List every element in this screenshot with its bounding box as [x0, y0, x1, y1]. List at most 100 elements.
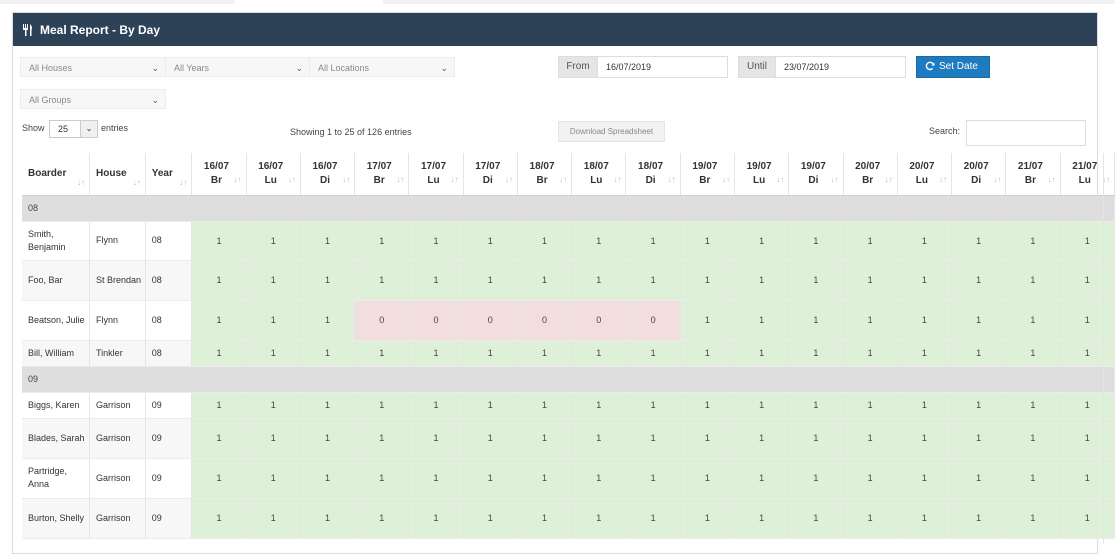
sort-icon: ↓↑ — [830, 174, 839, 184]
meal-cell: 1 — [354, 221, 410, 261]
column-date: 21/07 — [1072, 160, 1098, 172]
meal-cell: 1 — [191, 260, 247, 301]
meal-cell: 1 — [408, 458, 464, 499]
column-boarder-label: Boarder — [28, 168, 67, 180]
table-header-row: Boarder ↓↑ House ↓↑ Year ↓↑ 16/07 Br ↓↑ 16/07 Lu ↓↑… — [22, 153, 1115, 196]
meal-cell: 1 — [625, 458, 681, 499]
meal-cell: 1 — [625, 340, 681, 367]
column-day[interactable]: 17/07 Di ↓↑ — [463, 153, 518, 196]
meal-cell: 1 — [246, 458, 301, 499]
meal-cell: 1 — [300, 392, 356, 419]
until-date-input[interactable]: 23/07/2019 — [775, 56, 906, 78]
meal-cell: 1 — [191, 300, 247, 341]
column-day[interactable]: 18/07 Di ↓↑ — [625, 153, 681, 196]
meal-cell: 1 — [1005, 221, 1061, 261]
meal-cell: 0 — [354, 300, 410, 341]
column-day[interactable]: 16/07 Di ↓↑ — [300, 153, 356, 196]
year-cell: 08 — [145, 340, 193, 367]
meal-cell: 1 — [734, 392, 790, 419]
meal-cell: 1 — [788, 498, 844, 539]
column-boarder[interactable]: Boarder ↓↑ — [22, 153, 91, 196]
column-day[interactable]: 19/07 Br ↓↑ — [680, 153, 735, 196]
years-select[interactable]: All Years ⌄ — [165, 57, 310, 77]
boarder-cell: Smith, Benjamin — [22, 221, 91, 261]
meal-cell: 1 — [897, 221, 953, 261]
column-day[interactable]: 19/07 Lu ↓↑ — [734, 153, 790, 196]
set-date-label: Set Date — [939, 61, 978, 72]
page-length-select[interactable]: 25 ⌄ — [49, 120, 98, 138]
from-date-input[interactable]: 16/07/2019 — [597, 56, 728, 78]
table-row[interactable]: Foo, Bar St Brendan 08 1 1 1 1 1 1 1 1 1 1 1 1 1 1 1 1 1 — [22, 260, 1115, 301]
meal-cell: 1 — [680, 498, 735, 539]
set-date-button[interactable]: Set Date — [916, 56, 990, 78]
meal-cell: 1 — [517, 458, 573, 499]
meal-cell: 0 — [408, 300, 464, 341]
group-label: 09 — [22, 366, 1115, 393]
meal-cell: 0 — [625, 300, 681, 341]
meal-cell: 1 — [1005, 458, 1061, 499]
table-row[interactable]: Blades, Sarah Garrison 09 1 1 1 1 1 1 1 1 1 1 1 1 1 1 1 1 1 — [22, 418, 1115, 459]
houses-select[interactable]: All Houses ⌄ — [20, 57, 166, 77]
meal-cell: 1 — [1060, 340, 1115, 367]
meal-cell: 1 — [897, 458, 953, 499]
chevron-down-icon: ⌄ — [151, 63, 159, 73]
table-row[interactable]: Beatson, Julie Flynn 08 1 1 1 0 0 0 0 0 0 1 1 1 1 1 1 1 1 — [22, 300, 1115, 341]
meal-cell: 1 — [680, 340, 735, 367]
column-year[interactable]: Year ↓↑ — [145, 153, 193, 196]
years-select-value: All Years — [174, 63, 210, 73]
house-cell: Garrison — [89, 458, 146, 499]
column-day[interactable]: 20/07 Br ↓↑ — [843, 153, 898, 196]
column-day[interactable]: 20/07 Lu ↓↑ — [897, 153, 953, 196]
column-day[interactable]: 19/07 Di ↓↑ — [788, 153, 844, 196]
sort-icon: ↓↑ — [776, 174, 785, 184]
meal-cell: 1 — [300, 418, 356, 459]
column-date: 17/07 — [366, 160, 392, 172]
table-row[interactable]: Biggs, Karen Garrison 09 1 1 1 1 1 1 1 1 1 1 1 1 1 1 1 1 1 — [22, 392, 1115, 419]
meal-cell: 1 — [300, 340, 356, 367]
meal-cell: 1 — [191, 392, 247, 419]
table-row[interactable]: Burton, Shelly Garrison 09 1 1 1 1 1 1 1 1 1 1 1 1 1 1 1 1… — [22, 498, 1115, 539]
meal-cell: 1 — [1060, 458, 1115, 499]
meal-cell: 1 — [571, 418, 627, 459]
column-day[interactable]: 21/07 Lu ↓↑ — [1060, 153, 1115, 196]
column-date: 16/07 — [312, 160, 338, 172]
table-info: Showing 1 to 25 of 126 entries — [290, 127, 412, 137]
meal-cell: 1 — [734, 221, 790, 261]
column-day[interactable]: 21/07 Br ↓↑ — [1005, 153, 1061, 196]
groups-select[interactable]: All Groups ⌄ — [20, 89, 166, 109]
column-house-label: House — [96, 168, 127, 180]
search-input[interactable] — [966, 120, 1086, 146]
meal-cell: 1 — [897, 340, 953, 367]
column-day[interactable]: 18/07 Br ↓↑ — [517, 153, 573, 196]
table-row[interactable]: Partridge, Anna Garrison 09 1 1 1 1 1 1 1 1 1 1 1 1 1 1 1… — [22, 458, 1115, 499]
column-day[interactable]: 20/07 Di ↓↑ — [951, 153, 1007, 196]
table-row[interactable]: Smith, Benjamin Flynn 08 1 1 1 1 1 1 1 1 1 1 1 1 1 1 1 1 1 — [22, 221, 1115, 261]
houses-select-value: All Houses — [29, 63, 73, 73]
column-house[interactable]: House ↓↑ — [89, 153, 146, 196]
year-cell: 09 — [145, 418, 193, 459]
house-cell: Garrison — [89, 498, 146, 539]
meal-cell: 1 — [517, 418, 573, 459]
meal-cell: 1 — [408, 498, 464, 539]
column-date: 18/07 — [529, 160, 555, 172]
house-cell: Tinkler — [89, 340, 146, 367]
meal-cell: 1 — [517, 340, 573, 367]
column-day[interactable]: 18/07 Lu ↓↑ — [571, 153, 627, 196]
meal-cell: 1 — [191, 458, 247, 499]
meal-cell: 1 — [300, 221, 356, 261]
column-day[interactable]: 17/07 Br ↓↑ — [354, 153, 410, 196]
meal-cell: 1 — [1060, 418, 1115, 459]
column-day[interactable]: 16/07 Br ↓↑ — [191, 153, 247, 196]
sort-icon: ↓↑ — [884, 174, 893, 184]
column-day[interactable]: 16/07 Lu ↓↑ — [246, 153, 301, 196]
chevron-down-icon: ⌄ — [80, 121, 97, 137]
locations-select[interactable]: All Locations ⌄ — [309, 57, 455, 77]
table-row[interactable]: Bill, William Tinkler 08 1 1 1 1 1 1 1 1 1 1 1 1 1 1 1 1 1 — [22, 340, 1115, 367]
column-day[interactable]: 17/07 Lu ↓↑ — [408, 153, 464, 196]
sort-icon: ↓↑ — [179, 177, 188, 187]
column-meal: Lu — [1078, 174, 1091, 186]
cutlery-icon — [22, 23, 34, 36]
meal-cell: 1 — [1060, 498, 1115, 539]
meal-cell: 1 — [951, 260, 1007, 301]
download-spreadsheet-button[interactable]: Download Spreadsheet — [558, 121, 665, 142]
